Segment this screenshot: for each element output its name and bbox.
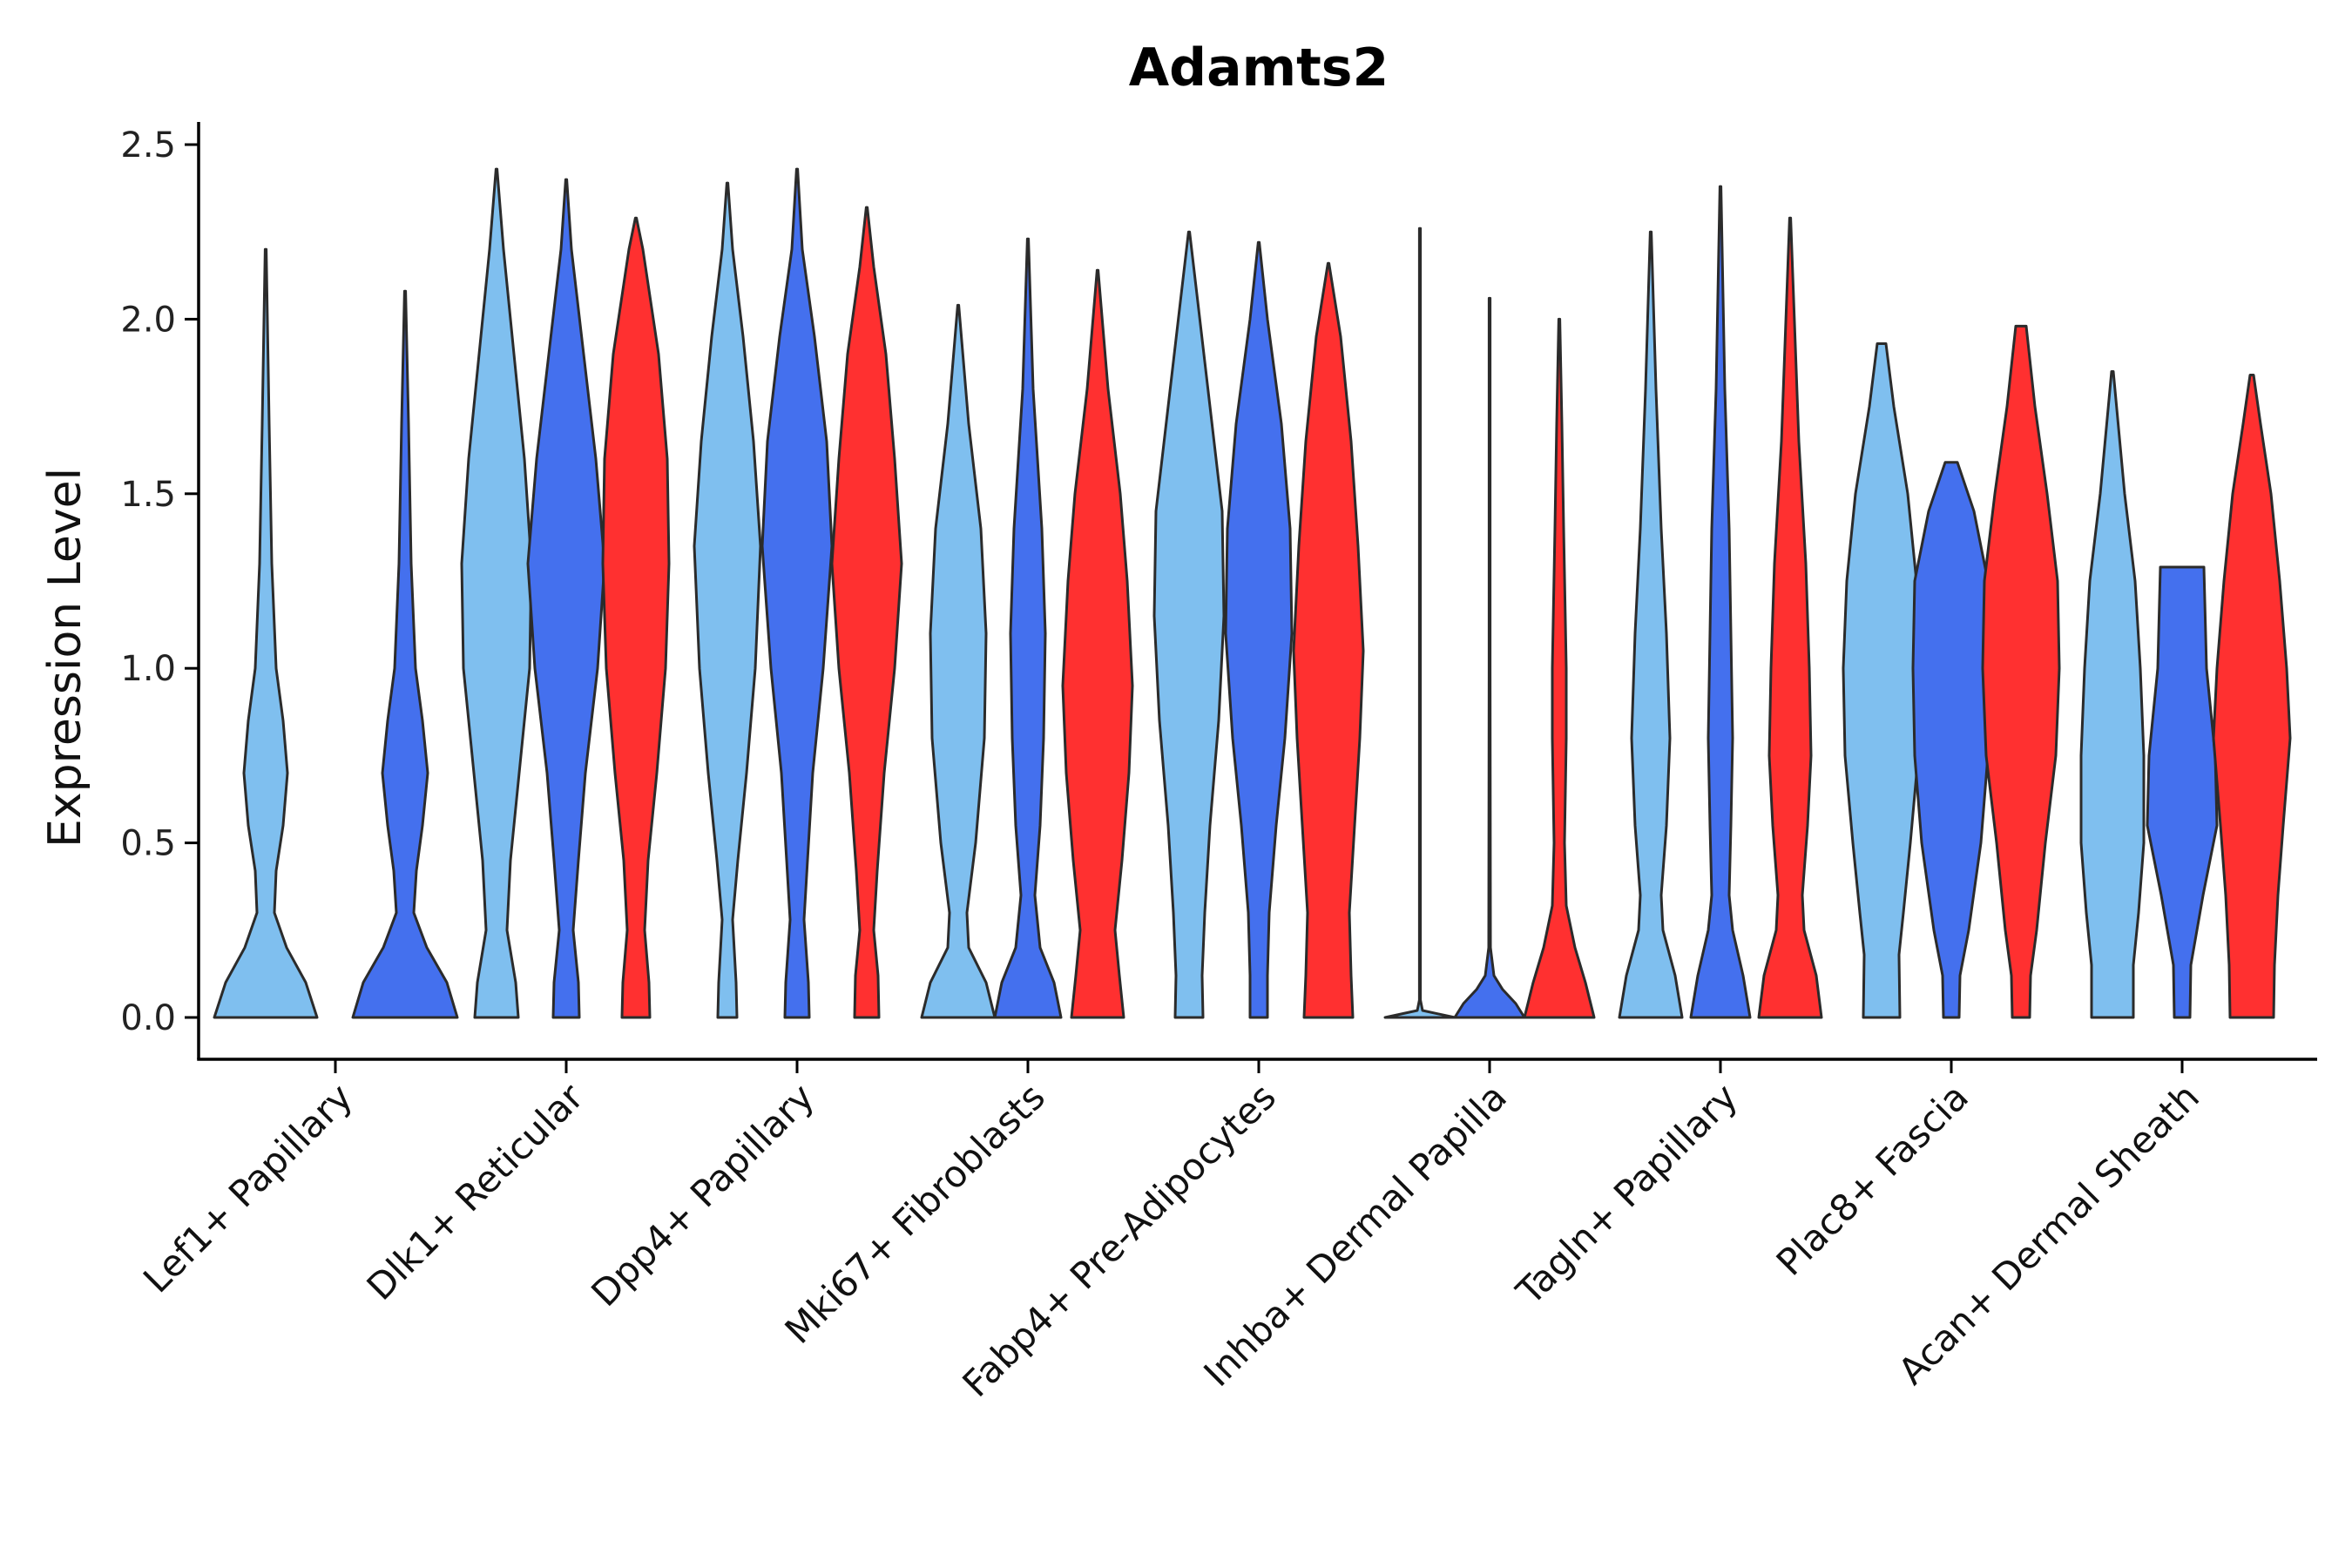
x-category-label: Tagln+ Papillary — [1508, 1075, 1746, 1313]
violin-7-center — [1911, 461, 1991, 1019]
y-tick-label: 2.5 — [120, 125, 176, 166]
x-category-label: Mki67+ Fibroblasts — [777, 1075, 1053, 1351]
violin-5-right — [1523, 317, 1596, 1019]
x-category-label: Lef1+ Papillary — [135, 1075, 361, 1301]
y-ticks: 0.0 0.5 1.0 1.5 2.0 2.5 — [120, 125, 199, 1038]
violin-5-left — [1383, 226, 1456, 1019]
violin-0-left — [213, 247, 319, 1019]
violins-layer — [213, 167, 2292, 1019]
chart-title: Adamts2 — [1129, 37, 1389, 98]
violin-8-right — [2212, 374, 2292, 1019]
x-category-label: Dlk1+ Reticular — [359, 1075, 592, 1308]
violin-2-right — [830, 206, 903, 1019]
violin-6-left — [1618, 230, 1684, 1019]
violin-7-left — [1842, 342, 1922, 1019]
violin-2-center — [760, 167, 834, 1019]
violin-4-center — [1224, 240, 1294, 1019]
y-tick-label: 2.0 — [120, 300, 176, 340]
y-tick-label: 0.5 — [120, 824, 176, 864]
y-tick-label: 1.0 — [120, 649, 176, 689]
violin-3-right — [1061, 268, 1134, 1019]
violin-7-right — [1981, 324, 2061, 1019]
violin-1-left — [460, 167, 533, 1019]
violin-6-right — [1757, 216, 1823, 1019]
violin-8-center — [2146, 565, 2219, 1019]
violin-6-center — [1689, 185, 1752, 1019]
x-category-label: Plac8+ Fascia — [1768, 1075, 1977, 1283]
violin-1-center — [526, 178, 606, 1019]
y-axis-title: Expression Level — [39, 468, 91, 848]
violin-4-right — [1292, 261, 1365, 1019]
violin-4-left — [1152, 230, 1226, 1019]
violin-8-left — [2079, 370, 2146, 1019]
violin-3-center — [993, 237, 1063, 1019]
violin-1-right — [601, 216, 671, 1019]
violin-2-left — [693, 181, 762, 1019]
violin-5-center — [1453, 296, 1526, 1019]
x-category-label: Dpp4+ Papillary — [583, 1075, 822, 1315]
y-tick-label: 0.0 — [120, 998, 176, 1038]
y-tick-label: 1.5 — [120, 475, 176, 515]
violin-3-left — [920, 303, 997, 1019]
violin-0-right — [351, 289, 459, 1019]
axes-layer — [197, 122, 2317, 1061]
